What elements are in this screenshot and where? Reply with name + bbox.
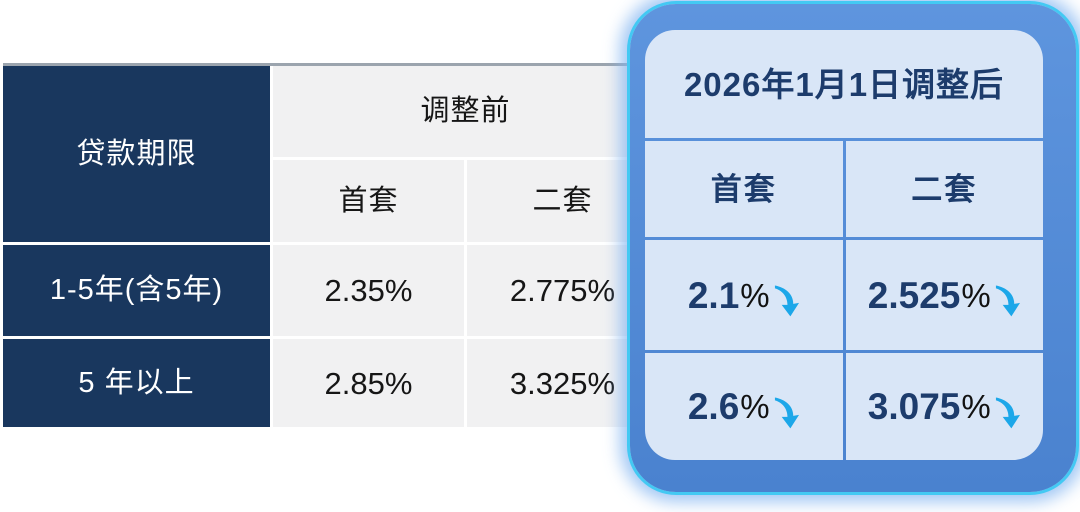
rate-number: 2.525 <box>867 274 961 316</box>
after-rate-over5y-second: 3.075% <box>845 353 1043 460</box>
before-rate-over5y-first: 2.85% <box>273 339 464 427</box>
rate-number: 3.075 <box>867 386 961 427</box>
row-label-1-5-years: 1-5年(含5年) <box>3 245 270 336</box>
percent-sign: % <box>740 388 770 425</box>
after-first-home-header: 首套 <box>645 141 843 237</box>
percent-sign: % <box>740 276 770 314</box>
down-arrow-icon <box>995 285 1020 317</box>
down-arrow-icon <box>774 397 799 428</box>
rates-before-table: 贷款期限 调整前 首套 二套 1-5年(含5年) 2.35% 2.775% 5 … <box>3 63 658 427</box>
down-arrow-icon <box>774 285 799 317</box>
percent-sign: % <box>961 276 991 314</box>
before-rate-1-5y-first: 2.35% <box>273 245 464 336</box>
rate-number: 2.6 <box>687 386 740 427</box>
after-second-home-header: 二套 <box>845 141 1043 237</box>
before-rate-1-5y-second: 2.775% <box>467 245 658 336</box>
rate-number: 2.1 <box>687 274 740 316</box>
rates-after-card-inner: 2026年1月1日调整后 首套 二套 2.1% 2.525% 2.6% 3.07… <box>645 30 1043 460</box>
after-card-title: 2026年1月1日调整后 <box>645 30 1043 138</box>
before-adjustment-group-header: 调整前 <box>273 66 658 157</box>
after-rate-1-5y-first: 2.1% <box>645 240 843 350</box>
rates-after-card: 2026年1月1日调整后 首套 二套 2.1% 2.525% 2.6% 3.07… <box>630 4 1076 492</box>
before-rate-over5y-second: 3.325% <box>467 339 658 427</box>
down-arrow-icon <box>995 397 1020 428</box>
percent-sign: % <box>961 388 991 425</box>
before-first-home-header: 首套 <box>273 160 464 242</box>
after-rate-1-5y-second: 2.525% <box>845 240 1043 350</box>
row-label-over-5-years: 5 年以上 <box>3 339 270 427</box>
after-rate-over5y-first: 2.6% <box>645 353 843 460</box>
loan-term-header: 贷款期限 <box>3 66 270 242</box>
before-second-home-header: 二套 <box>467 160 658 242</box>
